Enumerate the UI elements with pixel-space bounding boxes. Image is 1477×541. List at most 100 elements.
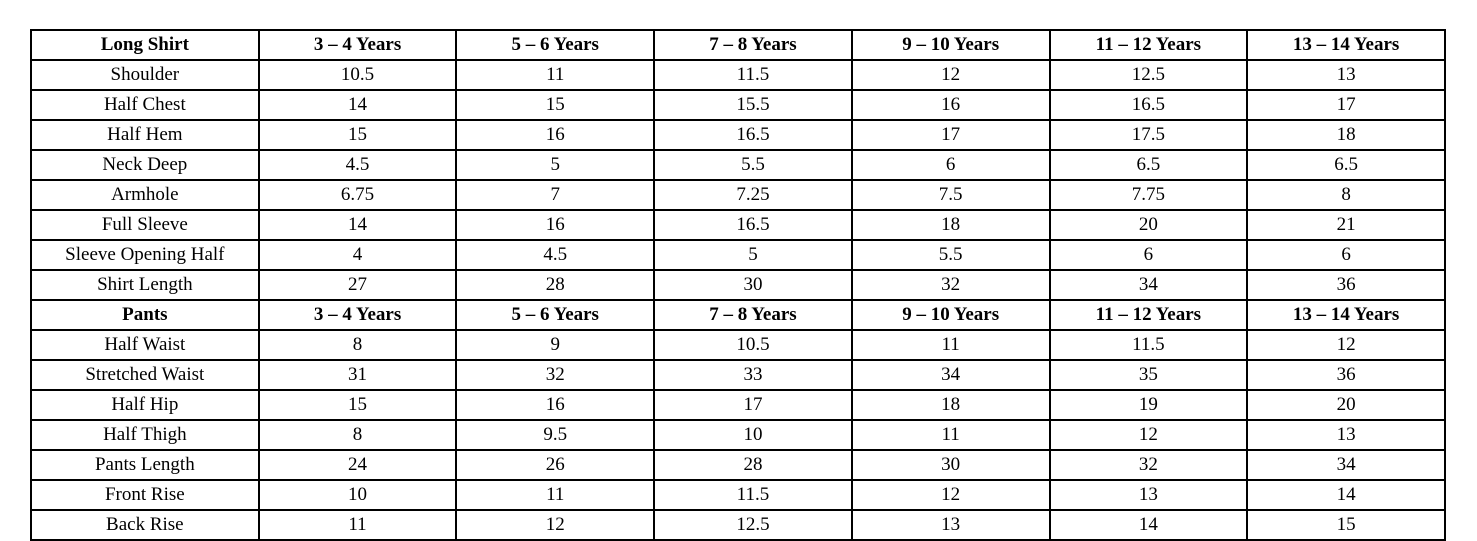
measurement-value: 6 bbox=[1048, 239, 1249, 271]
measurement-value: 13 bbox=[1048, 479, 1249, 511]
measurement-value: 18 bbox=[850, 389, 1051, 421]
measurement-value: 16 bbox=[455, 119, 656, 151]
column-header: 13 – 14 Years bbox=[1246, 299, 1446, 331]
measurement-value: 10.5 bbox=[653, 329, 853, 361]
table-row: Half Thigh 8 9.5 10 11 12 13 bbox=[30, 419, 1446, 451]
row-label: Pants Length bbox=[30, 449, 260, 481]
measurement-value: 12 bbox=[850, 479, 1051, 511]
table-row: Pants Length 24 26 28 30 32 34 bbox=[30, 449, 1446, 481]
measurement-value: 8 bbox=[257, 329, 458, 361]
section-title: Long Shirt bbox=[30, 29, 260, 61]
measurement-value: 12 bbox=[1048, 419, 1249, 451]
table-row: Stretched Waist 31 32 33 34 35 36 bbox=[30, 359, 1446, 391]
row-label: Half Hip bbox=[30, 389, 260, 421]
measurement-value: 15.5 bbox=[653, 89, 853, 121]
measurement-value: 20 bbox=[1246, 389, 1446, 421]
column-header: 9 – 10 Years bbox=[850, 299, 1051, 331]
measurement-value: 6 bbox=[1246, 239, 1446, 271]
measurement-value: 24 bbox=[257, 449, 458, 481]
measurement-value: 12.5 bbox=[653, 509, 853, 541]
table-row: Half Hem 15 16 16.5 17 17.5 18 bbox=[30, 119, 1446, 151]
measurement-value: 16 bbox=[455, 209, 656, 241]
measurement-value: 36 bbox=[1246, 269, 1446, 301]
table-row: Front Rise 10 11 11.5 12 13 14 bbox=[30, 479, 1446, 511]
measurement-value: 10.5 bbox=[257, 59, 458, 91]
measurement-value: 12.5 bbox=[1048, 59, 1249, 91]
measurement-value: 31 bbox=[257, 359, 458, 391]
row-label: Half Chest bbox=[30, 89, 260, 121]
measurement-value: 16 bbox=[455, 389, 656, 421]
measurement-value: 11 bbox=[850, 329, 1051, 361]
measurement-value: 14 bbox=[1048, 509, 1249, 541]
measurement-value: 11 bbox=[455, 479, 656, 511]
column-header: 13 – 14 Years bbox=[1246, 29, 1446, 61]
section-header-row: Pants 3 – 4 Years 5 – 6 Years 7 – 8 Years 9 … bbox=[30, 299, 1446, 331]
measurement-value: 35 bbox=[1048, 359, 1249, 391]
measurement-value: 34 bbox=[850, 359, 1051, 391]
measurement-value: 15 bbox=[1246, 509, 1446, 541]
row-label: Neck Deep bbox=[30, 149, 260, 181]
measurement-value: 14 bbox=[257, 89, 458, 121]
row-label: Stretched Waist bbox=[30, 359, 260, 391]
measurement-value: 28 bbox=[455, 269, 656, 301]
row-label: Half Hem bbox=[30, 119, 260, 151]
table-row: Armhole 6.75 7 7.25 7.5 7.75 8 bbox=[30, 179, 1446, 211]
measurement-value: 15 bbox=[257, 389, 458, 421]
row-label: Shoulder bbox=[30, 59, 260, 91]
measurement-value: 15 bbox=[257, 119, 458, 151]
measurement-value: 34 bbox=[1246, 449, 1446, 481]
measurement-value: 12 bbox=[1246, 329, 1446, 361]
measurement-value: 10 bbox=[653, 419, 853, 451]
measurement-value: 4.5 bbox=[257, 149, 458, 181]
row-label: Armhole bbox=[30, 179, 260, 211]
measurement-value: 14 bbox=[257, 209, 458, 241]
measurement-value: 19 bbox=[1048, 389, 1249, 421]
measurement-value: 16 bbox=[850, 89, 1051, 121]
table-row: Sleeve Opening Half 4 4.5 5 5.5 6 6 bbox=[30, 239, 1446, 271]
measurement-value: 18 bbox=[850, 209, 1051, 241]
measurement-value: 6.5 bbox=[1048, 149, 1249, 181]
row-label: Half Waist bbox=[30, 329, 260, 361]
measurement-value: 13 bbox=[850, 509, 1051, 541]
row-label: Half Thigh bbox=[30, 419, 260, 451]
table-row: Neck Deep 4.5 5 5.5 6 6.5 6.5 bbox=[30, 149, 1446, 181]
table-row: Shoulder 10.5 11 11.5 12 12.5 13 bbox=[30, 59, 1446, 91]
measurement-value: 18 bbox=[1246, 119, 1446, 151]
measurement-value: 16.5 bbox=[653, 119, 853, 151]
measurement-value: 12 bbox=[850, 59, 1051, 91]
measurement-value: 5.5 bbox=[850, 239, 1051, 271]
measurement-value: 11 bbox=[455, 59, 656, 91]
measurement-value: 7.25 bbox=[653, 179, 853, 211]
table-row: Shirt Length 27 28 30 32 34 36 bbox=[30, 269, 1446, 301]
measurement-value: 17.5 bbox=[1048, 119, 1249, 151]
measurement-value: 32 bbox=[850, 269, 1051, 301]
measurement-value: 21 bbox=[1246, 209, 1446, 241]
measurement-value: 4.5 bbox=[455, 239, 656, 271]
measurement-value: 5 bbox=[653, 239, 853, 271]
column-header: 11 – 12 Years bbox=[1048, 299, 1249, 331]
section-title: Pants bbox=[30, 299, 260, 331]
measurement-value: 32 bbox=[1048, 449, 1249, 481]
measurement-value: 30 bbox=[850, 449, 1051, 481]
measurement-value: 9.5 bbox=[455, 419, 656, 451]
row-label: Shirt Length bbox=[30, 269, 260, 301]
measurement-value: 16.5 bbox=[653, 209, 853, 241]
table-row: Full Sleeve 14 16 16.5 18 20 21 bbox=[30, 209, 1446, 241]
column-header: 5 – 6 Years bbox=[455, 29, 656, 61]
table-row: Half Chest 14 15 15.5 16 16.5 17 bbox=[30, 89, 1446, 121]
measurement-value: 28 bbox=[653, 449, 853, 481]
measurement-value: 6.5 bbox=[1246, 149, 1446, 181]
measurement-value: 7.5 bbox=[850, 179, 1051, 211]
measurement-value: 13 bbox=[1246, 419, 1446, 451]
measurement-value: 6 bbox=[850, 149, 1051, 181]
column-header: 7 – 8 Years bbox=[653, 299, 853, 331]
measurement-value: 30 bbox=[653, 269, 853, 301]
column-header: 3 – 4 Years bbox=[257, 299, 458, 331]
column-header: 5 – 6 Years bbox=[455, 299, 656, 331]
column-header: 7 – 8 Years bbox=[653, 29, 853, 61]
measurement-value: 32 bbox=[455, 359, 656, 391]
measurement-value: 5.5 bbox=[653, 149, 853, 181]
measurement-value: 11.5 bbox=[653, 59, 853, 91]
measurement-value: 9 bbox=[455, 329, 656, 361]
